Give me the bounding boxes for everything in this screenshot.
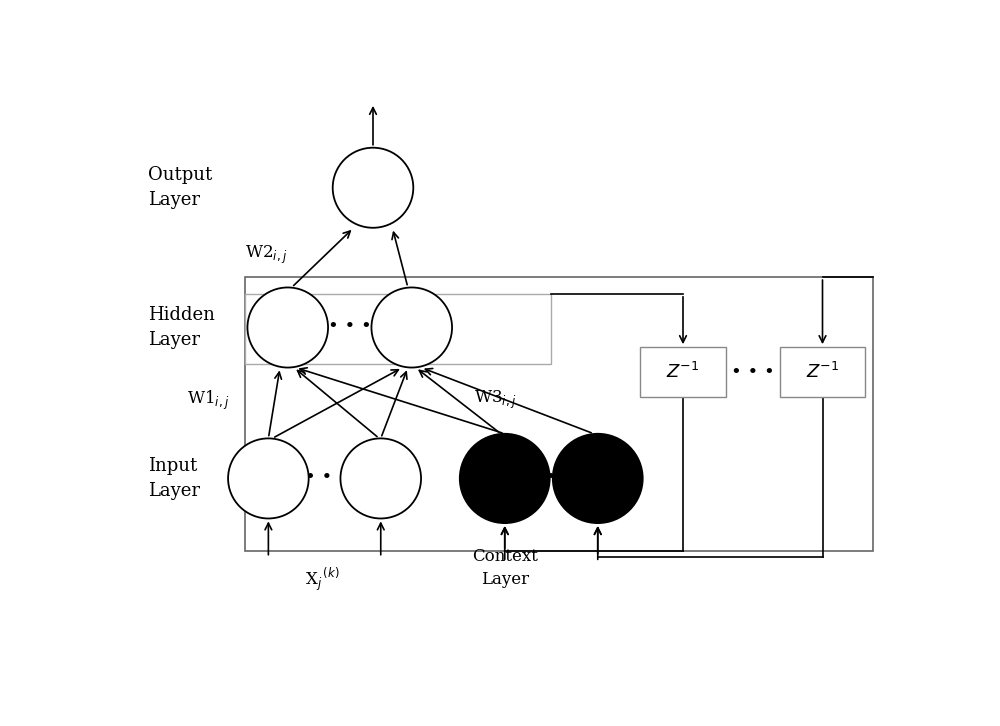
Bar [780,347,865,397]
Bar [640,347,726,397]
Ellipse shape [340,439,421,518]
Text: W3$_{i,j}$: W3$_{i,j}$ [474,389,516,411]
Ellipse shape [553,433,643,523]
Ellipse shape [460,433,550,523]
Bar [245,277,873,551]
Text: X$_j$$^{\,(k)}$: X$_j$$^{\,(k)}$ [305,566,340,592]
Ellipse shape [371,287,452,367]
Text: • • •: • • • [328,317,372,335]
Text: Hidden
Layer: Hidden Layer [148,306,215,349]
Text: W2$_{i,j}$: W2$_{i,j}$ [245,244,287,266]
Text: $Z^{-1}$: $Z^{-1}$ [666,362,700,383]
Ellipse shape [333,147,413,228]
Text: • • •: • • • [731,363,775,381]
Ellipse shape [228,439,309,518]
Text: • • •: • • • [305,468,348,486]
Text: Context
Layer: Context Layer [472,547,538,588]
Text: $Z^{-1}$: $Z^{-1}$ [806,362,839,383]
Text: W1$_{i,j}$: W1$_{i,j}$ [187,388,229,412]
Text: Output
Layer: Output Layer [148,166,212,209]
Ellipse shape [247,287,328,367]
Bar [245,294,551,364]
Text: • • •: • • • [529,468,573,486]
Text: Input
Layer: Input Layer [148,457,200,500]
